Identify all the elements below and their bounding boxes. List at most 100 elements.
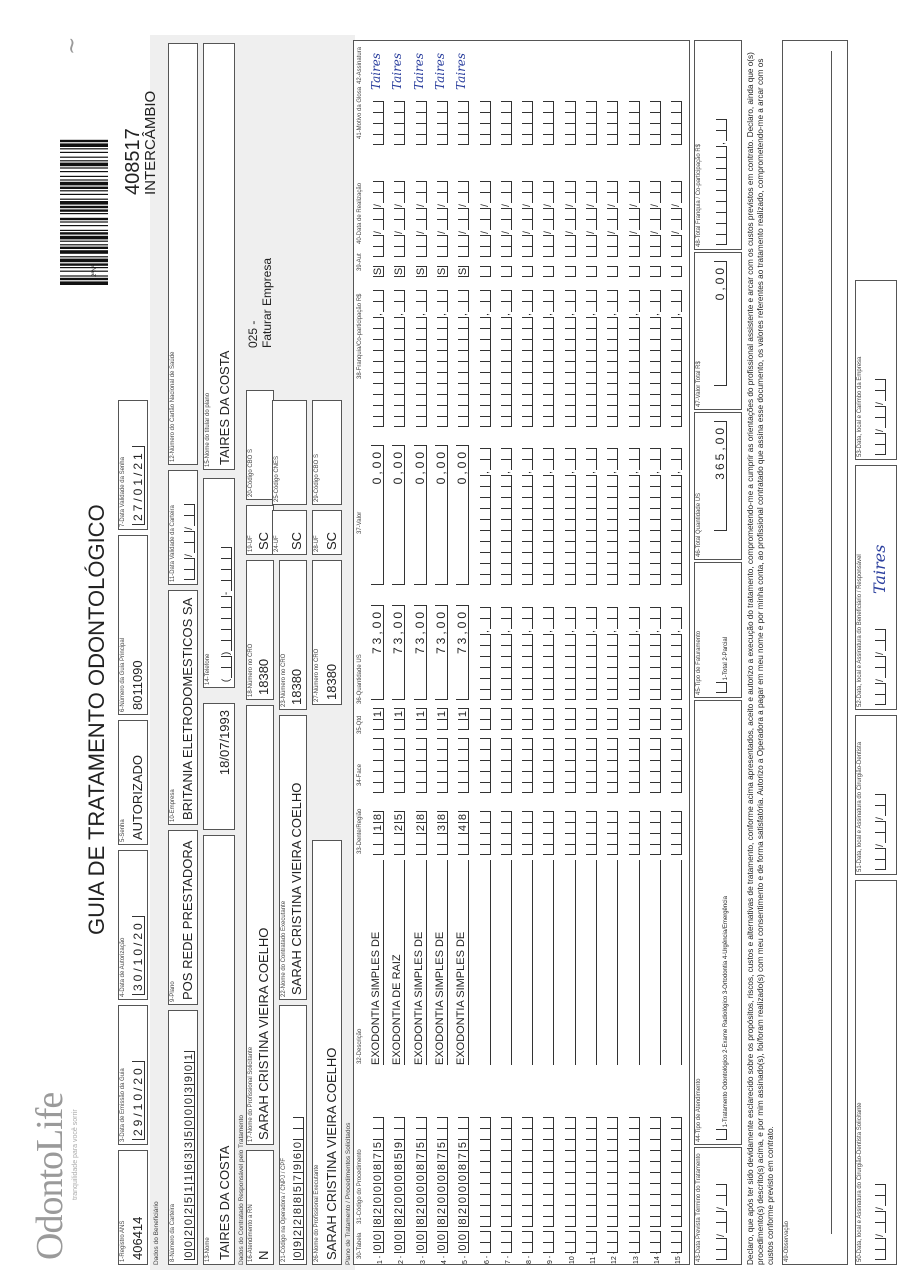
qtd-us-cells[interactable]: , bbox=[479, 607, 491, 700]
field-data-prevista-termino[interactable]: 43-Data Prevista Término do Tratamento / / bbox=[694, 1147, 742, 1265]
field-nome[interactable]: 13-Nome TAIRES DA COSTA bbox=[203, 835, 235, 1265]
checkbox-cell[interactable] bbox=[716, 1129, 727, 1140]
franquia-cells[interactable]: , bbox=[522, 290, 534, 427]
face-cells[interactable] bbox=[373, 738, 384, 793]
valor-cells[interactable]: , bbox=[586, 448, 597, 585]
valor-value[interactable]: 0,00 bbox=[455, 445, 470, 585]
motivo-glosa-cells[interactable] bbox=[607, 101, 619, 145]
qtd-us-value[interactable]: 73,00 bbox=[370, 605, 384, 700]
qtd-cells[interactable] bbox=[564, 708, 576, 730]
motivo-glosa-cells[interactable] bbox=[436, 101, 448, 145]
descricao[interactable]: EXODONTIA SIMPLES DE bbox=[455, 860, 470, 1065]
field-registro-ans[interactable]: 1-Registro ANS 406414 bbox=[118, 1150, 148, 1265]
tabela-cells[interactable] bbox=[479, 1231, 491, 1253]
qtd-cells[interactable] bbox=[522, 708, 534, 730]
tabela-cells[interactable] bbox=[500, 1231, 512, 1253]
dente-cells[interactable] bbox=[564, 811, 576, 855]
motivo-glosa-cells[interactable] bbox=[458, 101, 470, 145]
data-realizacao-cells[interactable]: / / bbox=[458, 181, 470, 257]
face-cells[interactable] bbox=[500, 738, 512, 793]
field-cnes[interactable]: 25-Código CNES bbox=[272, 400, 307, 505]
field-uf-executante[interactable]: 28-UF SC bbox=[312, 510, 342, 555]
field-cro-executante[interactable]: 27-Número no CRO 18380 bbox=[312, 560, 342, 705]
qtd-cells[interactable]: 1 bbox=[415, 708, 427, 730]
field-profissional-solicitante[interactable]: 17-Nome do Profissional Solicitante SARAH… bbox=[246, 705, 274, 1145]
field-observacao[interactable]: 49-Observação bbox=[782, 40, 848, 1265]
motivo-glosa-cells[interactable] bbox=[479, 101, 491, 145]
qtd-us-cells[interactable]: , bbox=[522, 607, 534, 700]
data-realizacao-cells[interactable]: / / bbox=[436, 181, 448, 257]
motivo-glosa-cells[interactable] bbox=[373, 101, 384, 145]
dente-cells[interactable] bbox=[500, 811, 512, 855]
field-data-nascimento[interactable]: 18/07/1993 bbox=[203, 703, 235, 830]
face-cells[interactable] bbox=[628, 738, 640, 793]
descricao[interactable] bbox=[646, 860, 661, 1065]
valor-value[interactable]: 0,00 bbox=[413, 445, 427, 585]
field-carimbo-empresa[interactable]: 53-Data, local e Carimbo da Empresa / / bbox=[855, 280, 897, 460]
qtd-us-cells[interactable]: , bbox=[607, 607, 619, 700]
descricao[interactable] bbox=[604, 860, 619, 1065]
checkbox[interactable] bbox=[716, 1129, 727, 1140]
field-codigo-operadora[interactable]: 21-Código na Operadora / CNPJ / CPF 0 9 2 2 8… bbox=[279, 1005, 307, 1265]
aut-cells[interactable]: S bbox=[415, 266, 427, 277]
franquia-cells[interactable]: , bbox=[500, 290, 512, 427]
qtd-us-value[interactable]: 73,00 bbox=[434, 605, 448, 700]
descricao[interactable]: EXODONTIA SIMPLES DE bbox=[412, 860, 427, 1065]
field-cbo-solicitante[interactable]: 20-Código CBO S bbox=[246, 390, 274, 500]
valor-cells[interactable]: , bbox=[628, 448, 640, 585]
field-uf-solicitante[interactable]: 19-UF SC bbox=[246, 505, 274, 555]
motivo-glosa-cells[interactable] bbox=[543, 101, 555, 145]
descricao[interactable] bbox=[497, 860, 512, 1065]
data-realizacao-cells[interactable]: / / bbox=[564, 181, 576, 257]
data-realizacao-cells[interactable]: / / bbox=[500, 181, 512, 257]
qtd-cells[interactable]: 1 bbox=[372, 708, 384, 730]
qtd-us-cells[interactable]: , bbox=[671, 607, 683, 700]
field-numero-carteira[interactable]: 8-Número da Carteira 0 0 2 0 2 5 1 1 6 3 3 5 0 0 0 3 9 0 1 bbox=[168, 1010, 198, 1265]
descricao[interactable] bbox=[625, 860, 640, 1065]
motivo-glosa-cells[interactable] bbox=[415, 101, 427, 145]
tabela-cells[interactable] bbox=[607, 1231, 619, 1253]
aut-cells[interactable] bbox=[671, 266, 683, 277]
aut-cells[interactable]: S bbox=[457, 266, 470, 277]
field-total-quantidade-us[interactable]: 46-Total Quantidade US 365,00 bbox=[694, 412, 742, 560]
aut-cells[interactable] bbox=[564, 266, 576, 277]
tabela-cells[interactable] bbox=[628, 1231, 640, 1253]
motivo-glosa-cells[interactable] bbox=[522, 101, 534, 145]
qtd-cells[interactable] bbox=[586, 708, 597, 730]
franquia-cells[interactable]: , bbox=[564, 290, 576, 427]
field-validade-senha[interactable]: 7-Data Validade da Senha 27/01/21 bbox=[118, 400, 148, 530]
motivo-glosa-cells[interactable] bbox=[628, 101, 640, 145]
dente-cells[interactable] bbox=[607, 811, 619, 855]
face-cells[interactable] bbox=[671, 738, 683, 793]
franquia-cells[interactable]: , bbox=[586, 290, 597, 427]
field-assinatura-dentista[interactable]: 51-Data, local e Assinatura do Cirurgião… bbox=[855, 715, 897, 875]
valor-value[interactable]: 0,00 bbox=[370, 445, 384, 585]
dente-cells[interactable] bbox=[649, 811, 661, 855]
face-cells[interactable] bbox=[394, 738, 406, 793]
tabela-cells[interactable] bbox=[586, 1231, 597, 1253]
qtd-us-value[interactable]: 73,00 bbox=[413, 605, 427, 700]
codigo-cells[interactable] bbox=[500, 1117, 512, 1227]
descricao[interactable] bbox=[583, 860, 597, 1065]
checkbox[interactable] bbox=[716, 682, 727, 693]
aut-cells[interactable]: S bbox=[393, 266, 406, 277]
qtd-cells[interactable] bbox=[671, 708, 683, 730]
dente-cells[interactable] bbox=[586, 811, 597, 855]
field-total-franquia[interactable]: 48-Total Franquia / Co-participação R$, bbox=[694, 40, 742, 250]
field-senha[interactable]: 5-Senha AUTORIZADO bbox=[118, 720, 148, 845]
field-validade-carteira[interactable]: 11-Data Validade da Carteira / / bbox=[168, 470, 198, 585]
qtd-us-cells[interactable]: , bbox=[564, 607, 576, 700]
data-realizacao-cells[interactable]: / / bbox=[628, 181, 640, 257]
field-plano[interactable]: 9-Plano POS REDE PRESTADORA bbox=[168, 830, 198, 1005]
face-cells[interactable] bbox=[415, 738, 427, 793]
